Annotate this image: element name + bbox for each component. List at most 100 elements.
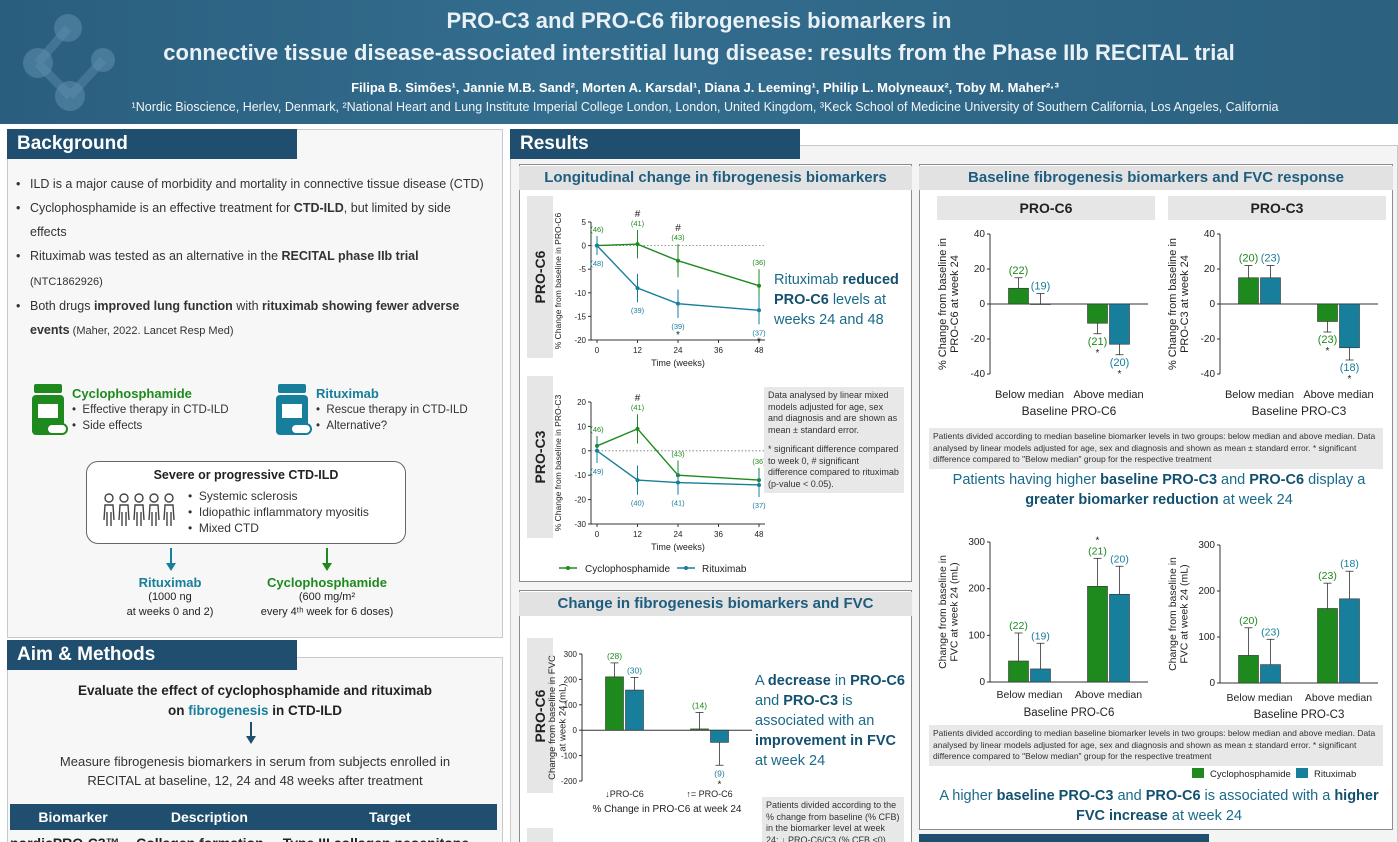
x-tick-label: 36: [714, 530, 723, 539]
n-label: (20): [1110, 357, 1130, 369]
n-label: (22): [1009, 265, 1029, 277]
n-label: (40): [631, 499, 645, 508]
n-label: (21): [1088, 336, 1108, 348]
author-list: Filipa B. Simões¹, Jannie M.B. Sand², Mo…: [351, 80, 1059, 95]
legend-cyclophosphamide: Cyclophosphamide: [1210, 769, 1291, 780]
x-tick-label: 24: [674, 346, 683, 355]
panel-label-pro-c3: PRO-C3: [532, 430, 548, 483]
background-heading: Background: [7, 129, 297, 159]
n-label: (36): [752, 457, 766, 466]
cyclophosphamide-pill-bottle-icon: [32, 384, 68, 435]
y-tick-label: 0: [979, 299, 985, 310]
table-header-target: Target: [282, 804, 497, 830]
cyclophosphamide-dosing: Cyclophosphamide (600 mg/m² every 4ᵗʰ wee…: [260, 575, 394, 618]
table-header-biomarker: Biomarker: [10, 804, 137, 830]
bar: [1109, 593, 1130, 683]
y-tick-label: -20: [574, 496, 586, 505]
panel-label-pro-c6: PRO-C6: [532, 689, 548, 742]
fvc-baseline-callout: A higher baseline PRO-C3 and PRO-C6 is a…: [939, 788, 1379, 824]
y-axis-label: % Change from baseline in PRO-C3: [553, 394, 563, 531]
category-label: ↓PRO-C6: [605, 789, 644, 799]
series-line: [596, 245, 760, 311]
y-axis-label-line: Change from baseline in: [1167, 557, 1179, 671]
n-label: (48): [590, 259, 604, 268]
y-tick-label: 0: [573, 726, 578, 735]
bullet-4: Both drugs improved lung function with r…: [16, 294, 490, 343]
n-label: (23): [1261, 253, 1281, 265]
y-axis-label-line: % Change from baseline in: [937, 238, 949, 370]
n-label: (41): [631, 403, 645, 412]
n-label: (23): [1318, 334, 1338, 346]
n-label: (19): [1031, 630, 1050, 642]
significance-marker: *: [1326, 346, 1330, 357]
bar: [625, 689, 644, 731]
data-point: [676, 258, 680, 263]
bar: [1030, 303, 1051, 305]
category-label: ↑= PRO-C6: [686, 789, 732, 799]
significance-marker: *: [757, 336, 761, 347]
line-chart-pro-c6: 5 0 -5 -10 -15 -20 0 12 24 36 48 Time (weeks) % Chan…: [553, 209, 766, 368]
fvc-change-callout: A decrease in PRO-C6 and PRO-C3 is assoc…: [755, 673, 905, 769]
poster-title-line-1: PRO-C3 and PRO-C6 fibrogenesis biomarker…: [446, 8, 952, 33]
y-tick-label: 100: [564, 701, 578, 710]
y-tick-label: -30: [574, 520, 586, 529]
y-tick-label: 20: [974, 264, 986, 275]
bar-chart-fvc-pro-c6: 300 200 100 0 -100 -200 ↓PRO-C6 (28) (30) ↑= PRO-…: [547, 650, 752, 815]
table-cell: nordicPRO-C3™: [10, 830, 136, 842]
bar-chart-fvc-baseline-pro-c6: 300 200 100 0 Below median (22)(19) Above medi…: [937, 535, 1148, 719]
poster-header: PRO-C3 and PRO-C6 fibrogenesis biomarker…: [0, 0, 1398, 124]
n-label: (41): [631, 219, 645, 228]
bar: [1030, 668, 1051, 683]
baseline-charts-svg: PRO-C6 PRO-C3 40 20 0 -20 -40 Below median (22…: [937, 196, 1386, 418]
legend-rituximab: Rituximab: [702, 564, 747, 575]
n-label: (39): [671, 322, 685, 331]
bullet-1: ILD is a major cause of morbidity and mo…: [16, 172, 490, 196]
category-label: Below median: [1227, 692, 1293, 704]
bar: [690, 728, 709, 731]
n-label: (23): [1261, 626, 1280, 638]
rituximab-pill-bottle-icon: [276, 384, 312, 435]
y-tick-label: -20: [574, 336, 586, 345]
y-tick-label: -5: [579, 265, 587, 274]
x-axis-label: Time (weeks): [651, 542, 705, 552]
table-cell: Collagen formation: [136, 830, 283, 842]
y-axis-label-line: % Change from baseline in: [1167, 238, 1179, 370]
y-axis-label-line: Change from baseline in: [937, 555, 949, 669]
bar: [1087, 586, 1108, 683]
y-tick-label: 0: [582, 242, 587, 251]
fvc-baseline-note: Patients divided according to median bas…: [929, 725, 1383, 766]
data-point: [676, 301, 680, 306]
y-tick-label: 300: [1198, 540, 1215, 551]
y-axis-label-line: PRO-C3 at week 24: [1179, 255, 1191, 353]
fvc-change-note: Patients divided according to the % chan…: [762, 797, 904, 842]
n-label: (14): [692, 700, 707, 710]
background-bullets: ILD is a major cause of morbidity and mo…: [16, 172, 490, 343]
n-label: (30): [627, 665, 642, 675]
bar: [1317, 303, 1338, 322]
series-line: [596, 427, 760, 481]
y-tick-label: 100: [1198, 632, 1215, 643]
data-point: [595, 243, 599, 248]
data-point: [635, 286, 640, 291]
y-tick-label: 0: [1209, 299, 1215, 310]
data-point: [635, 426, 640, 431]
n-label: (46): [590, 225, 604, 234]
severe-ctd-ild-title: Severe or progressive CTD-ILD: [153, 468, 339, 482]
bar: [1260, 277, 1281, 305]
significance-marker: *: [718, 779, 722, 790]
n-label: (9): [714, 768, 725, 778]
category-label: Above median: [1305, 692, 1372, 704]
n-label: (22): [1009, 620, 1028, 632]
n-label: (20): [1110, 553, 1129, 565]
x-axis-label: Baseline PRO-C6: [1024, 707, 1115, 719]
y-axis-label: % Change from baseline inPRO-C3 at week …: [1167, 238, 1191, 370]
n-label: (20): [1239, 253, 1259, 265]
chart-legend: Cyclophosphamide Rituximab: [559, 564, 747, 575]
aim-methods-heading: Aim & Methods: [7, 640, 297, 670]
bar: [1238, 277, 1259, 305]
x-tick-label: 0: [595, 346, 600, 355]
bullet-2: Cyclophosphamide is an effective treatme…: [16, 196, 490, 244]
panel-label-bg: [527, 828, 553, 842]
y-tick-label: 200: [564, 675, 578, 684]
